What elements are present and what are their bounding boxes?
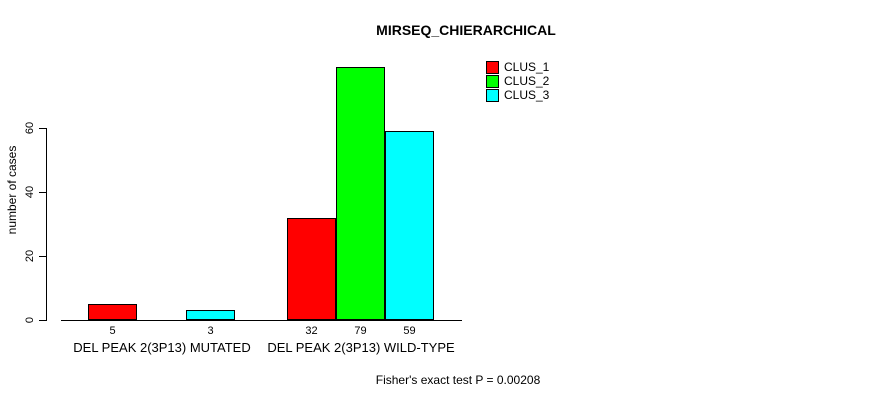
y-tick xyxy=(39,192,46,193)
y-tick-label: 0 xyxy=(24,316,36,324)
bar xyxy=(287,218,336,320)
legend-swatch xyxy=(486,88,499,102)
bar-value-label: 3 xyxy=(207,325,214,337)
fisher-test-annotation: Fisher's exact test P = 0.00208 xyxy=(375,373,541,387)
y-tick xyxy=(39,320,46,321)
x-category-label-mutated: DEL PEAK 2(3P13) MUTATED xyxy=(73,340,251,355)
y-axis-line xyxy=(46,128,47,321)
bar xyxy=(336,67,385,320)
bar-value-label: 79 xyxy=(354,325,367,337)
legend-swatch xyxy=(486,60,499,74)
legend-swatch xyxy=(486,74,499,88)
y-tick xyxy=(39,128,46,129)
legend-item: CLUS_1 xyxy=(486,60,549,74)
legend-label: CLUS_2 xyxy=(504,74,550,88)
x-axis-line xyxy=(61,320,462,321)
legend-label: CLUS_3 xyxy=(504,88,550,102)
y-tick-label: 60 xyxy=(24,121,36,135)
y-tick xyxy=(39,256,46,257)
bar xyxy=(88,304,137,320)
bar xyxy=(385,131,434,320)
bar xyxy=(186,310,235,320)
x-category-label-wildtype: DEL PEAK 2(3P13) WILD-TYPE xyxy=(267,340,455,355)
legend-item: CLUS_2 xyxy=(486,74,549,88)
bar-value-label: 5 xyxy=(109,325,116,337)
legend: CLUS_1 CLUS_2 CLUS_3 xyxy=(486,60,549,102)
chart-title: MIRSEQ_CHIERARCHICAL xyxy=(376,22,556,38)
y-axis-label: number of cases xyxy=(5,145,19,235)
y-tick-label: 40 xyxy=(24,185,36,199)
bar-value-label: 32 xyxy=(305,325,318,337)
legend-label: CLUS_1 xyxy=(504,60,550,74)
legend-item: CLUS_3 xyxy=(486,88,549,102)
bar-value-label: 59 xyxy=(403,325,416,337)
y-tick-label: 20 xyxy=(24,249,36,263)
